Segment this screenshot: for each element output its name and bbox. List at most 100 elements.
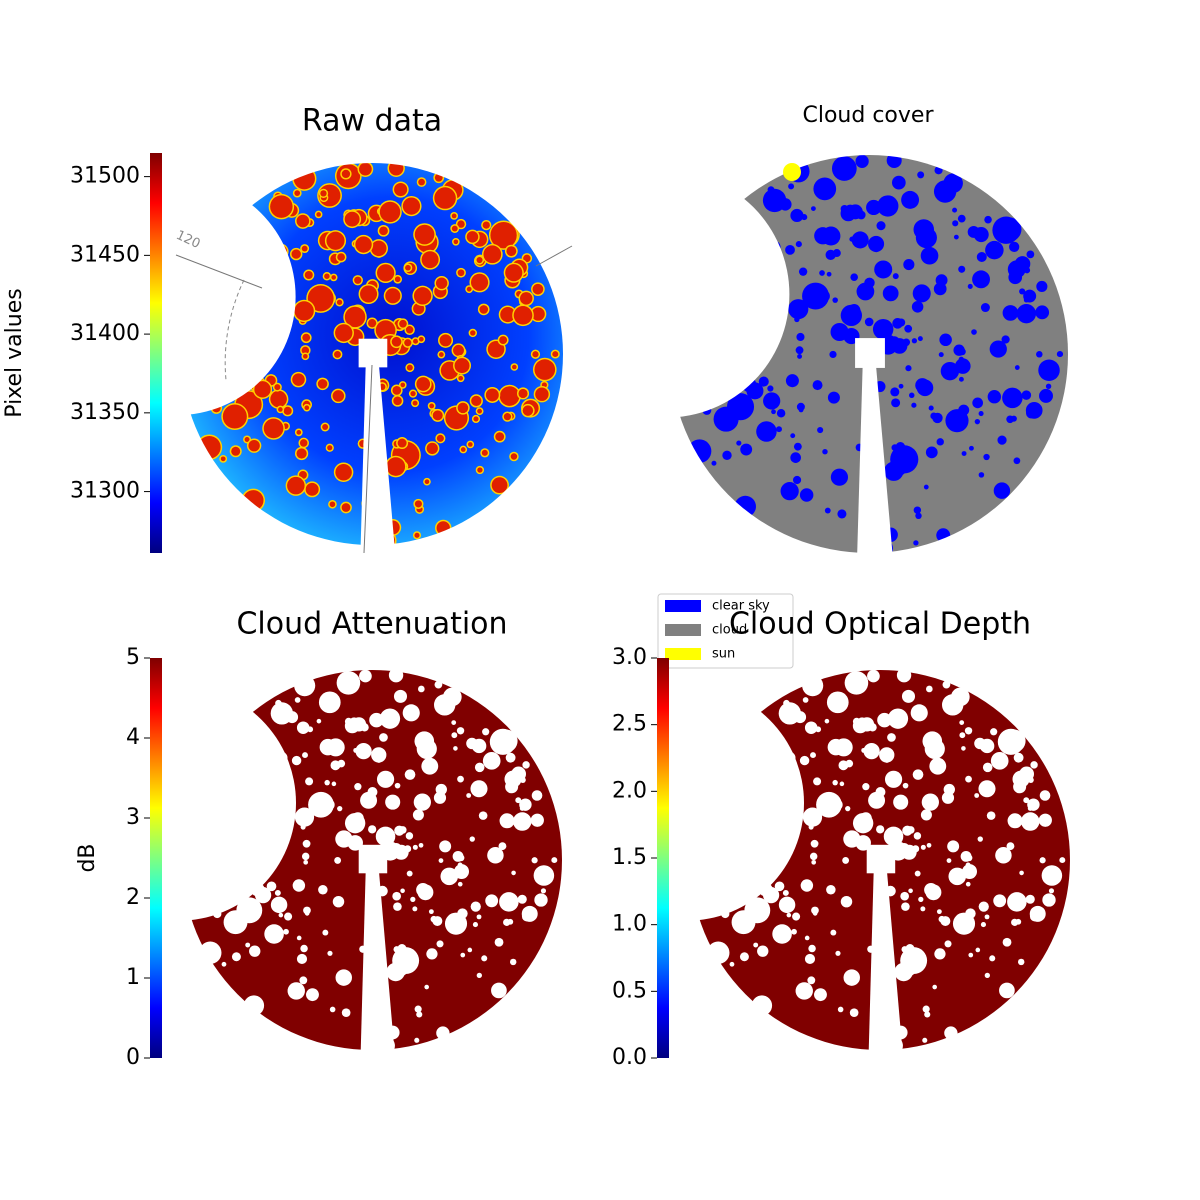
blob bbox=[1026, 407, 1037, 419]
blob bbox=[882, 285, 899, 302]
blob bbox=[375, 1035, 395, 1056]
blob bbox=[1059, 857, 1066, 864]
blob bbox=[397, 944, 407, 954]
blob bbox=[874, 260, 893, 279]
blob bbox=[490, 222, 517, 249]
blob bbox=[906, 826, 915, 834]
blob bbox=[470, 273, 489, 291]
blob bbox=[245, 942, 251, 948]
blob bbox=[475, 763, 483, 770]
blob bbox=[922, 731, 943, 751]
blob bbox=[912, 845, 920, 853]
blob bbox=[903, 261, 910, 268]
blob bbox=[713, 232, 719, 239]
blob bbox=[852, 718, 868, 734]
blob bbox=[987, 389, 1002, 404]
legend-label: cloud bbox=[712, 623, 747, 638]
blob bbox=[953, 344, 965, 356]
blob bbox=[750, 238, 757, 245]
blob bbox=[481, 449, 488, 456]
blob bbox=[785, 374, 799, 388]
blob bbox=[250, 313, 261, 324]
blob bbox=[412, 844, 418, 850]
blob bbox=[697, 256, 703, 262]
blob bbox=[778, 702, 802, 725]
blob bbox=[824, 718, 830, 724]
blob bbox=[802, 807, 823, 827]
blob bbox=[379, 733, 388, 742]
blob bbox=[1013, 752, 1024, 763]
blob bbox=[457, 775, 464, 783]
panel-title: Cloud Optical Depth bbox=[729, 607, 1031, 642]
blob bbox=[334, 856, 342, 864]
blob bbox=[720, 771, 738, 789]
blob bbox=[989, 955, 996, 962]
blob bbox=[1023, 289, 1037, 303]
blob bbox=[887, 733, 896, 742]
blob bbox=[793, 442, 802, 451]
blob bbox=[756, 724, 765, 734]
blob bbox=[296, 448, 307, 459]
blob bbox=[874, 945, 892, 963]
blob bbox=[368, 825, 377, 834]
blob bbox=[734, 495, 756, 518]
blob bbox=[920, 246, 939, 265]
blob bbox=[1019, 288, 1026, 295]
sun-marker bbox=[783, 163, 801, 181]
legend-swatch bbox=[665, 600, 701, 612]
blob bbox=[436, 1026, 450, 1040]
blob bbox=[883, 1035, 903, 1056]
blob bbox=[997, 435, 1007, 445]
blob bbox=[830, 468, 849, 486]
blob bbox=[366, 945, 384, 963]
blob bbox=[877, 195, 899, 217]
blob bbox=[1027, 798, 1040, 811]
blob bbox=[198, 435, 221, 459]
colorbar-tick-label: 1.0 bbox=[612, 912, 647, 937]
blob bbox=[379, 226, 388, 236]
blob bbox=[952, 220, 959, 227]
blob bbox=[410, 896, 416, 903]
blob bbox=[974, 737, 986, 750]
blob bbox=[284, 912, 293, 921]
blob bbox=[938, 352, 944, 358]
blob bbox=[856, 282, 875, 301]
blob bbox=[414, 1037, 420, 1043]
blob bbox=[739, 212, 749, 222]
blob bbox=[1012, 770, 1030, 788]
blob bbox=[827, 391, 840, 404]
blob bbox=[849, 676, 859, 685]
blob bbox=[967, 283, 973, 289]
blob bbox=[707, 277, 723, 292]
blob bbox=[300, 944, 308, 953]
blob bbox=[828, 697, 835, 704]
blob bbox=[788, 299, 809, 320]
blob bbox=[802, 697, 809, 703]
blob bbox=[228, 792, 237, 801]
blob bbox=[404, 771, 411, 777]
blob bbox=[995, 847, 1012, 864]
blob bbox=[1013, 457, 1021, 465]
blob bbox=[254, 887, 272, 904]
blob bbox=[344, 306, 366, 328]
blob bbox=[974, 418, 981, 425]
blob bbox=[335, 830, 353, 848]
blob bbox=[308, 791, 334, 818]
blob bbox=[287, 476, 305, 495]
blob bbox=[843, 830, 861, 848]
blob bbox=[379, 889, 386, 896]
azimuth-line bbox=[535, 245, 573, 267]
blob bbox=[879, 747, 895, 763]
blob bbox=[843, 969, 860, 986]
blob bbox=[758, 760, 777, 779]
blob bbox=[964, 727, 973, 735]
colorbar-tick-label: 31400 bbox=[70, 321, 140, 346]
blob bbox=[457, 220, 465, 228]
blob bbox=[863, 742, 880, 760]
blob bbox=[405, 326, 414, 334]
blob bbox=[426, 442, 438, 455]
blob bbox=[519, 798, 532, 811]
blob bbox=[245, 772, 251, 778]
blob bbox=[521, 911, 533, 922]
blob bbox=[489, 728, 516, 755]
